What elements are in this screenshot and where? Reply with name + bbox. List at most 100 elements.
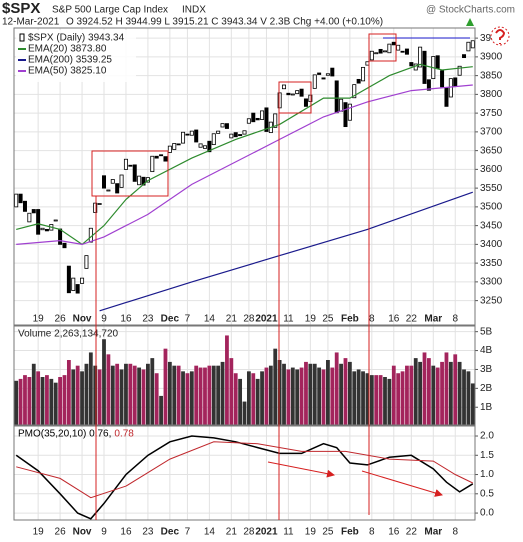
candle bbox=[229, 133, 234, 139]
candle bbox=[238, 134, 243, 137]
candle bbox=[246, 118, 251, 124]
candle bbox=[132, 164, 137, 182]
candle bbox=[159, 154, 164, 157]
volume-bar bbox=[321, 369, 326, 425]
candle bbox=[277, 92, 282, 109]
candle bbox=[321, 77, 326, 80]
x-tick-label: 23 bbox=[142, 527, 154, 538]
x-tick-label: 7 bbox=[185, 314, 191, 325]
candle bbox=[93, 202, 98, 213]
legend-swatch bbox=[19, 33, 25, 42]
candle bbox=[198, 143, 203, 148]
candle bbox=[97, 203, 102, 205]
volume-bar bbox=[88, 352, 93, 425]
volume-bar bbox=[211, 365, 216, 425]
highlight-box bbox=[368, 33, 397, 62]
x-tick-label: Feb bbox=[341, 314, 359, 325]
candle bbox=[150, 155, 155, 173]
highlight-box bbox=[91, 150, 169, 197]
candle bbox=[58, 228, 63, 245]
volume-bar bbox=[124, 363, 128, 425]
pmo-line bbox=[15, 435, 474, 520]
x-tick-label: 8 bbox=[452, 527, 458, 538]
volume-bar bbox=[80, 371, 84, 425]
volume-bar bbox=[413, 358, 418, 425]
x-tick-label: Nov bbox=[73, 527, 92, 538]
candle bbox=[352, 84, 357, 99]
x-tick-label: 2021 bbox=[255, 314, 278, 325]
volume-bar bbox=[453, 354, 458, 425]
volume-bar bbox=[229, 358, 234, 425]
x-tick-label: 19 bbox=[33, 527, 45, 538]
candle bbox=[123, 158, 128, 170]
candle bbox=[115, 183, 120, 194]
arrow bbox=[361, 470, 443, 497]
x-tick-label: 25 bbox=[322, 314, 334, 325]
legend-label: EMA(50) 3825.10 bbox=[28, 66, 107, 77]
annotations bbox=[91, 26, 510, 520]
candle bbox=[22, 200, 27, 212]
volume-bar bbox=[378, 375, 383, 425]
volume-bar bbox=[330, 367, 335, 425]
x-tick-label: Dec bbox=[161, 314, 180, 325]
candle bbox=[295, 90, 300, 95]
series-group bbox=[14, 40, 475, 312]
legend-label: 0.78 bbox=[114, 429, 134, 440]
exchange: INDX bbox=[182, 5, 206, 16]
volume-bar bbox=[167, 361, 172, 425]
x-tick-label: 21 bbox=[226, 527, 238, 538]
candle bbox=[286, 92, 291, 96]
volume-bar bbox=[27, 377, 32, 425]
x-tick-label: 16 bbox=[388, 527, 400, 538]
x-tick-label: 25 bbox=[322, 527, 334, 538]
volume-bar bbox=[304, 361, 308, 425]
index-name: S&P 500 Large Cap Index bbox=[52, 5, 168, 16]
candle bbox=[194, 129, 199, 143]
y-tick-label: 3650 bbox=[480, 145, 503, 156]
volume-bar bbox=[137, 367, 142, 425]
volume-bar bbox=[387, 378, 392, 425]
candle bbox=[102, 175, 107, 189]
y-tick-label: 3850 bbox=[480, 70, 503, 81]
x-tick-label: 26 bbox=[55, 527, 67, 538]
candle bbox=[181, 131, 186, 144]
volume-bar bbox=[440, 361, 444, 425]
x-tick-label: 11 bbox=[283, 527, 294, 538]
volume-bar bbox=[365, 373, 370, 425]
candle bbox=[211, 133, 216, 146]
x-tick-label: 28 bbox=[243, 314, 255, 325]
candle bbox=[404, 48, 409, 55]
volume-bar bbox=[185, 373, 190, 425]
volume-bar bbox=[374, 375, 379, 425]
volume-bar bbox=[97, 369, 102, 425]
candle bbox=[119, 174, 124, 188]
x-tick-label: 8 bbox=[369, 527, 375, 538]
candle bbox=[409, 62, 414, 67]
volume-bar bbox=[255, 378, 260, 425]
volume-bar bbox=[66, 360, 71, 425]
volume-bar bbox=[277, 360, 282, 425]
candle bbox=[137, 175, 142, 186]
volume-bar bbox=[106, 354, 111, 425]
candle bbox=[66, 265, 71, 294]
up-arrow bbox=[466, 18, 474, 26]
candle bbox=[396, 44, 401, 51]
candle bbox=[400, 50, 405, 53]
volume-bar bbox=[159, 395, 163, 425]
candle bbox=[128, 164, 133, 167]
candle bbox=[40, 227, 45, 231]
source: @ StockCharts.com bbox=[426, 5, 515, 16]
volume-bar bbox=[181, 371, 185, 425]
candle bbox=[299, 88, 304, 97]
candle bbox=[448, 78, 453, 98]
x-tick-label: 7 bbox=[185, 527, 191, 538]
candle bbox=[312, 74, 317, 89]
volume-bar bbox=[418, 361, 423, 425]
y-tick-label: 3250 bbox=[480, 295, 503, 306]
candle bbox=[251, 112, 256, 123]
volume-bar bbox=[58, 377, 62, 425]
volume-bar bbox=[45, 375, 49, 425]
candle bbox=[343, 102, 348, 128]
date: 12-Mar-2021 bbox=[2, 17, 60, 28]
candle bbox=[330, 67, 335, 77]
